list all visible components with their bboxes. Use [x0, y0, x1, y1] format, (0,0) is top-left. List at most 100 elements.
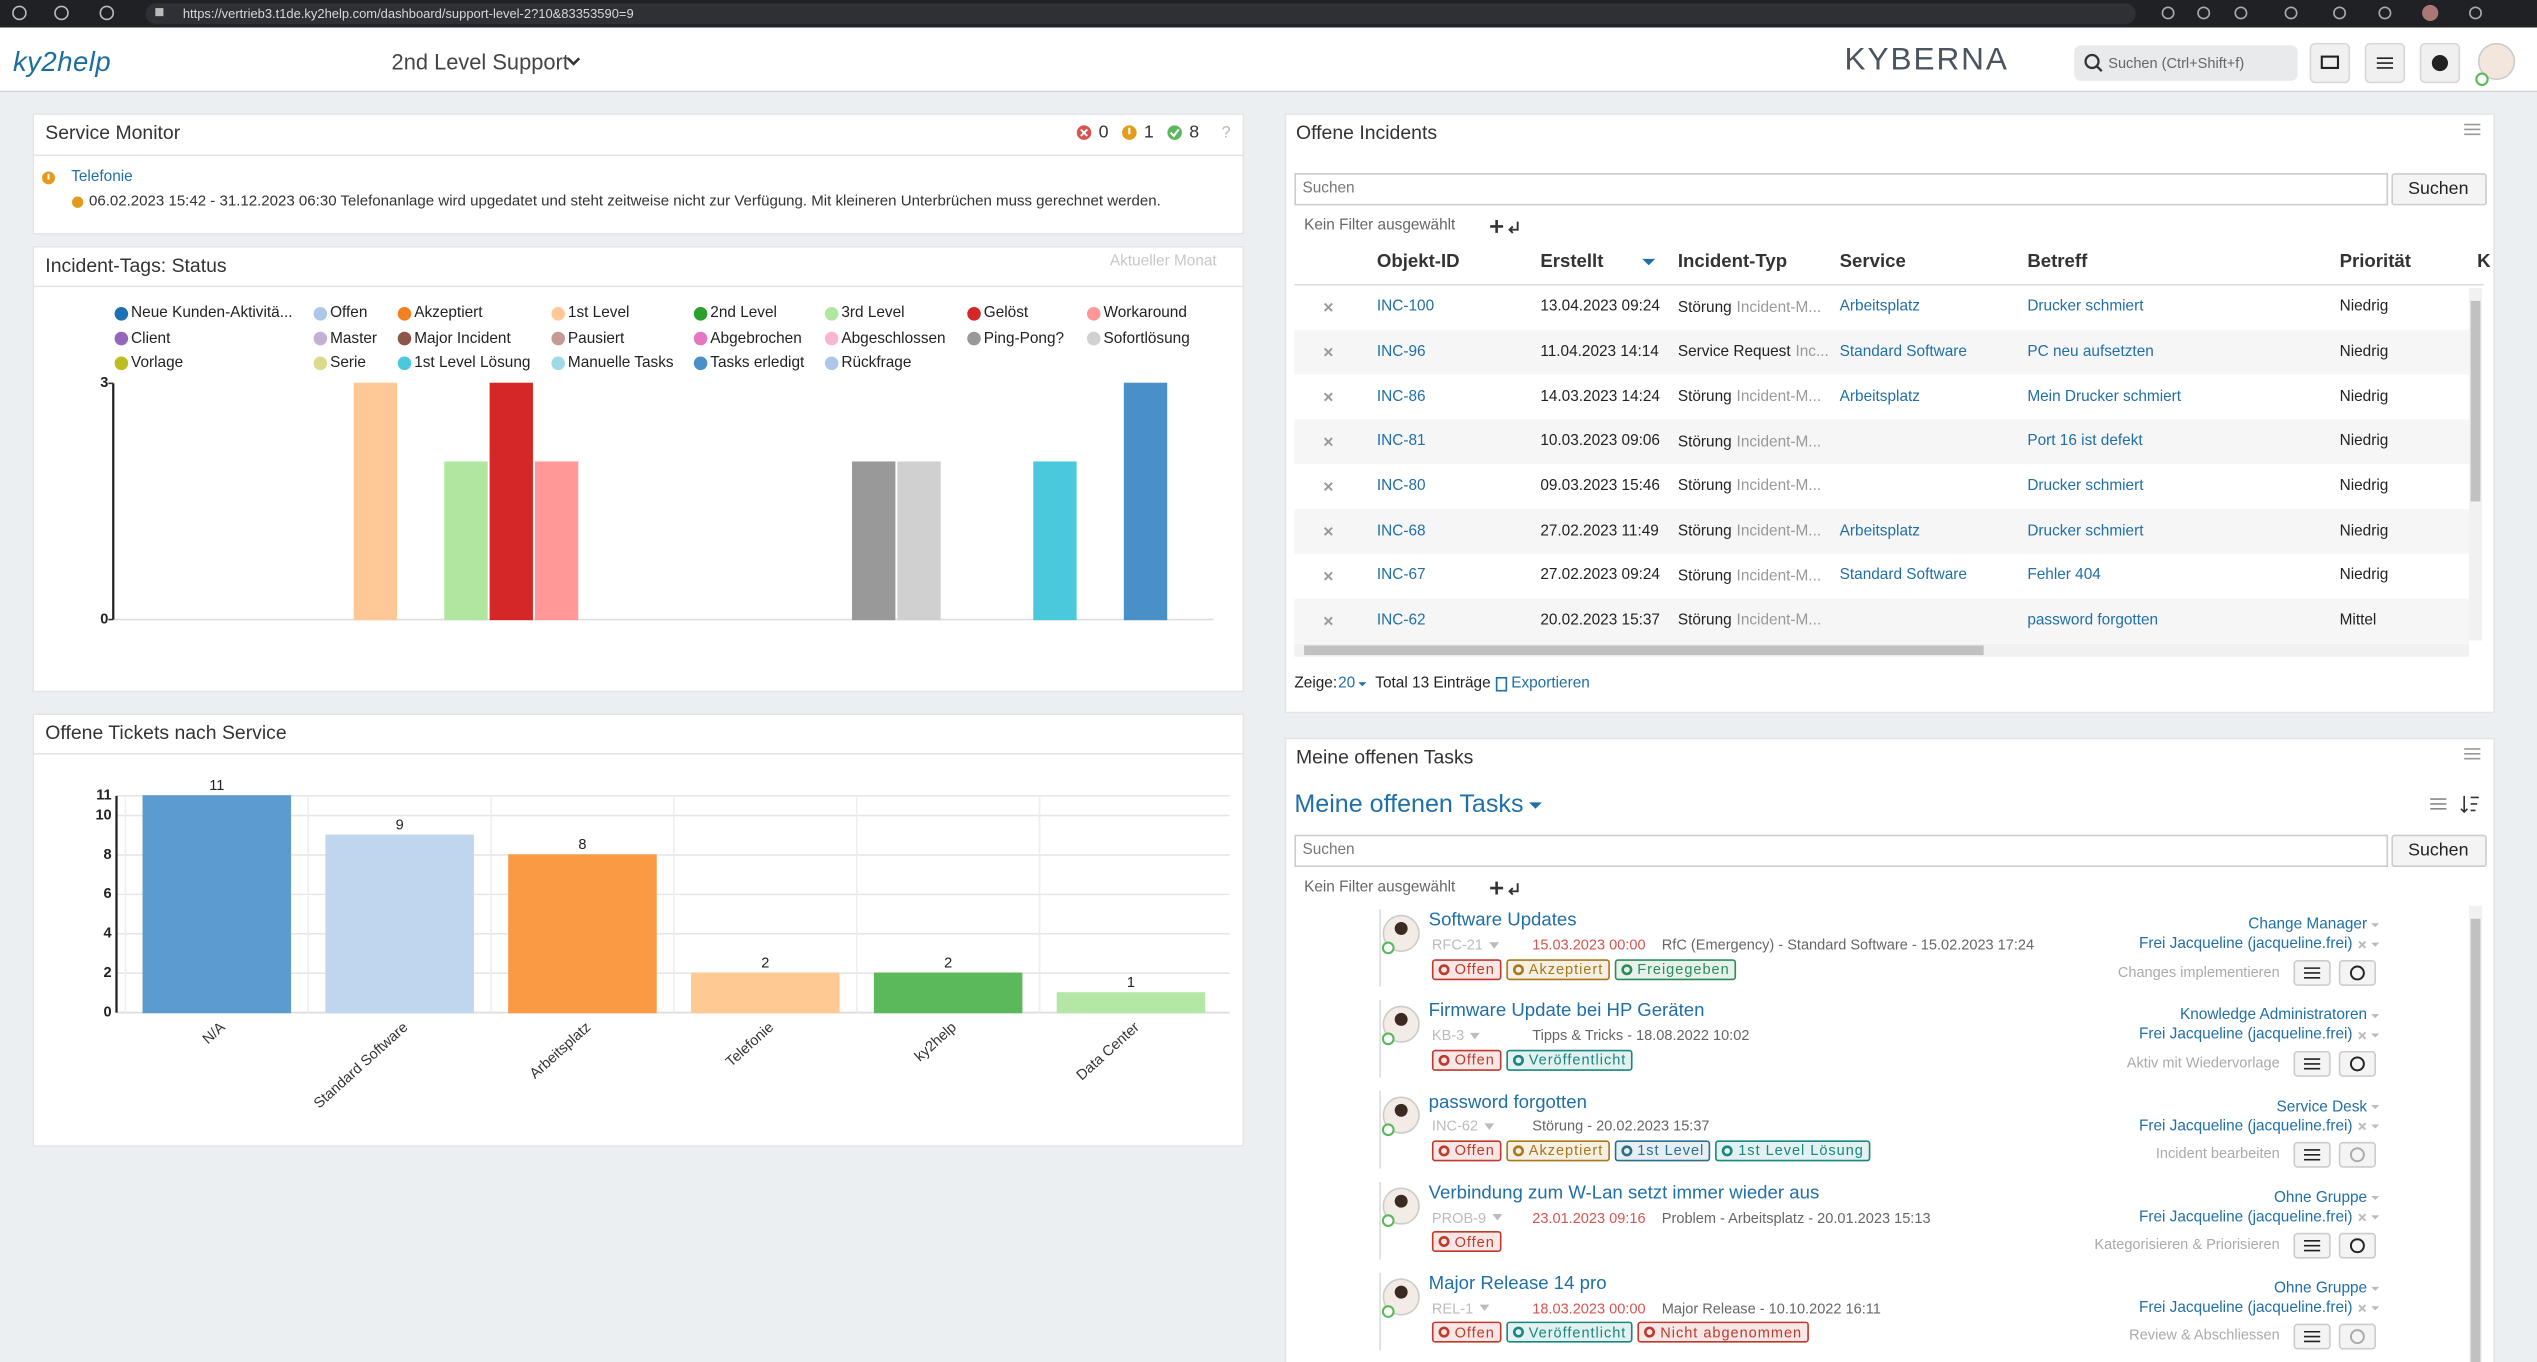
group[interactable]: Service Desk: [2276, 1097, 2368, 1116]
task-search-button[interactable]: [2391, 834, 2487, 868]
tag[interactable]: Offen: [1431, 1140, 1502, 1162]
service[interactable]: Arbeitsplatz: [1839, 522, 1920, 540]
legend-label[interactable]: Neue Kunden-Aktivitä...: [131, 304, 293, 323]
legend-label[interactable]: Abgeschlossen: [841, 329, 946, 348]
task-title[interactable]: Verbindung zum W-Lan setzt immer wieder …: [1428, 1183, 1820, 1204]
caret[interactable]: [1488, 941, 1499, 949]
column-header[interactable]: Incident-Typ: [1677, 252, 1788, 273]
task-title[interactable]: password forgotten: [1428, 1092, 1587, 1113]
column-header[interactable]: K: [2477, 252, 2491, 273]
subject[interactable]: Drucker schmiert: [2027, 522, 2144, 540]
task-search[interactable]: [1294, 834, 2389, 868]
legend-label[interactable]: Gelöst: [983, 304, 1029, 323]
legend-label[interactable]: Vorlage: [131, 353, 184, 372]
caret[interactable]: [1491, 1213, 1502, 1221]
object-id[interactable]: INC-96: [1376, 342, 1426, 361]
subject[interactable]: Port 16 ist defekt: [2027, 432, 2143, 451]
legend-label[interactable]: Client: [131, 329, 171, 348]
subject[interactable]: password forgotten: [2027, 611, 2159, 630]
caret[interactable]: [1483, 1122, 1494, 1130]
assignee[interactable]: Frei Jacqueline (jacqueline.frei): [2138, 1208, 2353, 1226]
assignee[interactable]: Frei Jacqueline (jacqueline.frei): [2138, 1026, 2353, 1045]
tag[interactable]: Offen: [1431, 1322, 1502, 1344]
subject[interactable]: Drucker schmiert: [2027, 298, 2144, 316]
search-button-label[interactable]: Suchen: [2408, 840, 2469, 860]
help[interactable]: ?: [1221, 123, 1231, 142]
ref[interactable]: KB-3: [1431, 1027, 1465, 1044]
page-size[interactable]: 20: [1338, 674, 1356, 693]
tag[interactable]: Veröffentlicht: [1506, 1322, 1633, 1344]
task-title[interactable]: Software Updates: [1428, 911, 1577, 931]
tag[interactable]: Veröffentlicht: [1506, 1049, 1633, 1071]
tag[interactable]: Akzeptiert: [1506, 958, 1610, 980]
ref[interactable]: REL-1: [1431, 1300, 1474, 1317]
column-header[interactable]: Service: [1839, 252, 1906, 273]
search-button-label[interactable]: Suchen: [2408, 178, 2469, 199]
object-id[interactable]: INC-81: [1376, 432, 1426, 451]
tag[interactable]: Nicht abgenommen: [1637, 1322, 1809, 1344]
tag[interactable]: Offen: [1431, 1049, 1502, 1071]
group[interactable]: Ohne Gruppe: [2273, 1279, 2368, 1298]
tag[interactable]: Freigegeben: [1614, 958, 1737, 980]
caret[interactable]: [1478, 1304, 1489, 1312]
service[interactable]: Standard Software: [1839, 566, 1967, 585]
subject[interactable]: PC neu aufsetzten: [2027, 342, 2154, 361]
legend-label[interactable]: 2nd Level: [710, 304, 777, 323]
object-id[interactable]: INC-68: [1376, 522, 1426, 540]
object-id[interactable]: INC-100: [1376, 298, 1435, 316]
task-title[interactable]: Firmware Update bei HP Geräten: [1428, 1001, 1705, 1022]
legend-label[interactable]: 1st Level: [567, 304, 630, 323]
incident-search-button[interactable]: [2391, 173, 2487, 206]
ref[interactable]: INC-62: [1431, 1118, 1479, 1135]
legend-label[interactable]: Akzeptiert: [414, 304, 483, 323]
task-list-title[interactable]: Meine offenen Tasks: [1294, 791, 1524, 819]
ref[interactable]: RFC-21: [1431, 936, 1483, 953]
export-link[interactable]: Exportieren: [1511, 674, 1590, 693]
legend-label[interactable]: 1st Level Lösung: [414, 353, 531, 372]
object-id[interactable]: INC-62: [1376, 611, 1426, 630]
assignee[interactable]: Frei Jacqueline (jacqueline.frei): [2138, 935, 2353, 954]
column-header[interactable]: Betreff: [2027, 252, 2088, 273]
assignee[interactable]: Frei Jacqueline (jacqueline.frei): [2138, 1298, 2353, 1317]
group[interactable]: Ohne Gruppe: [2273, 1188, 2368, 1207]
caret[interactable]: [1469, 1032, 1480, 1040]
legend-label[interactable]: Rückfrage: [841, 353, 912, 372]
tag[interactable]: Offen: [1431, 1231, 1502, 1253]
global-search[interactable]: [2074, 45, 2298, 81]
ref[interactable]: PROB-9: [1431, 1209, 1487, 1226]
subject[interactable]: Fehler 404: [2027, 566, 2101, 585]
service[interactable]: Arbeitsplatz: [1839, 298, 1920, 316]
legend-label[interactable]: Serie: [330, 353, 366, 372]
legend-label[interactable]: Abgebrochen: [710, 329, 802, 348]
subject[interactable]: Mein Drucker schmiert: [2027, 387, 2182, 406]
object-id[interactable]: INC-67: [1376, 566, 1426, 585]
service[interactable]: Arbeitsplatz: [1839, 387, 1920, 406]
legend-label[interactable]: Offen: [330, 304, 368, 323]
legend-label[interactable]: Tasks erledigt: [710, 353, 805, 372]
group[interactable]: Knowledge Administratoren: [2179, 1006, 2368, 1025]
legend-label[interactable]: Major Incident: [414, 329, 511, 348]
legend-label[interactable]: Workaround: [1103, 304, 1187, 323]
tag[interactable]: 1st Level: [1614, 1140, 1711, 1162]
incident-search[interactable]: [1294, 173, 2389, 206]
tag[interactable]: Offen: [1431, 958, 1502, 980]
group[interactable]: Change Manager: [2248, 915, 2368, 934]
column-header[interactable]: Erstellt: [1540, 252, 1604, 273]
object-id[interactable]: INC-80: [1376, 477, 1426, 496]
tag[interactable]: Akzeptiert: [1506, 1140, 1610, 1162]
column-header[interactable]: Priorität: [2339, 252, 2411, 273]
legend-label[interactable]: Master: [330, 329, 378, 348]
legend-label[interactable]: Ping-Pong?: [983, 329, 1065, 348]
object-id[interactable]: INC-86: [1376, 387, 1426, 406]
service[interactable]: Standard Software: [1839, 342, 1967, 361]
assignee[interactable]: Frei Jacqueline (jacqueline.frei): [2138, 1117, 2353, 1135]
column-header[interactable]: Objekt-ID: [1376, 252, 1460, 273]
legend-label[interactable]: Pausiert: [567, 329, 625, 348]
subject[interactable]: Drucker schmiert: [2027, 477, 2144, 496]
legend-label[interactable]: Sofortlösung: [1103, 329, 1190, 348]
task-title[interactable]: Major Release 14 pro: [1428, 1274, 1607, 1295]
tag[interactable]: 1st Level Lösung: [1715, 1140, 1871, 1162]
dashboard-selector[interactable]: 2nd Level Support: [391, 50, 569, 75]
address-bar[interactable]: [145, 3, 2136, 25]
legend-label[interactable]: Manuelle Tasks: [567, 353, 674, 372]
